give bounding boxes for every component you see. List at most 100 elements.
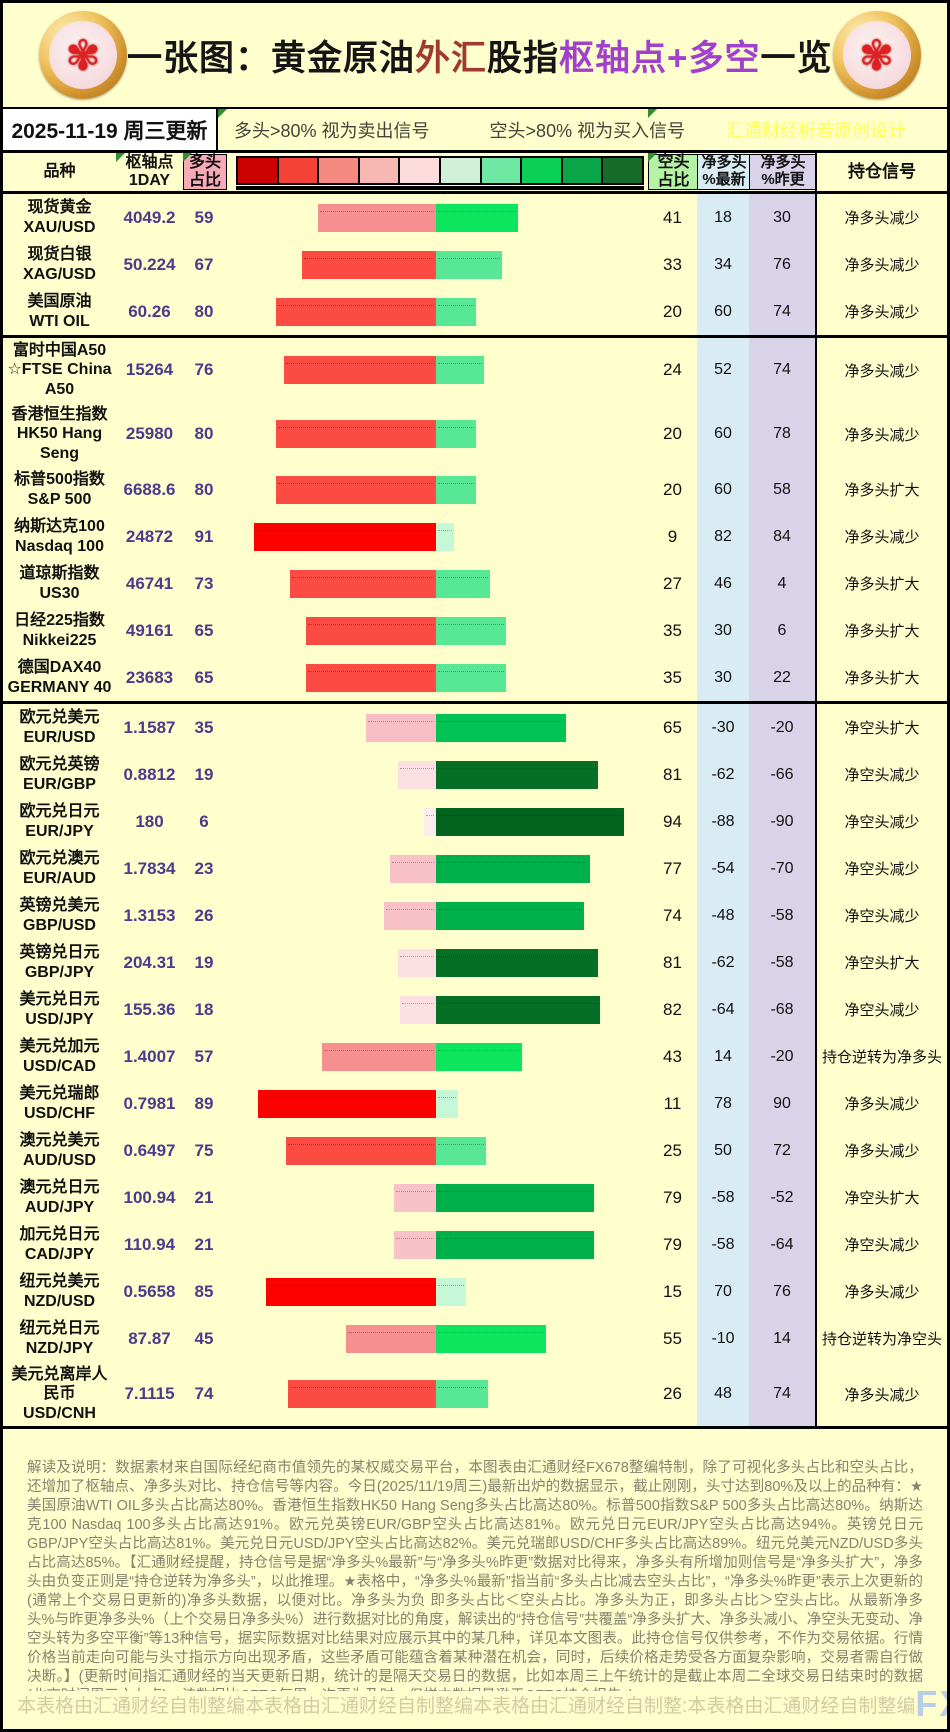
long-pct-value: 6 <box>199 811 209 831</box>
short-bar <box>436 297 476 326</box>
position-signal: 净多头减少 <box>815 338 947 402</box>
net-long-latest: 70 <box>697 1268 749 1315</box>
position-signal: 净多头扩大 <box>815 654 947 701</box>
pivot-value: 0.7981 <box>123 1093 176 1113</box>
table-row: 富时中国A50 ☆FTSE China A50 15264 76 24 52 74 净多头减少 <box>3 338 947 402</box>
table-row: 纽元兑日元 NZD/JPY 87.87 45 55 -10 14 持仓逆转为净空头 <box>3 1315 947 1362</box>
short-pct-value: 27 <box>663 573 682 593</box>
table-row: 德国DAX40 GERMANY 40 23683 65 35 30 22 净多头扩大 <box>3 654 947 701</box>
short-bar <box>436 1042 522 1071</box>
net-long-latest: -88 <box>697 798 749 845</box>
short-pct-value: 11 <box>663 1093 682 1113</box>
corner-mark-icon <box>648 153 657 162</box>
long-bar <box>286 1136 436 1165</box>
short-bar <box>436 569 490 598</box>
short-bar <box>436 713 566 742</box>
position-signal: 净多头减少 <box>815 513 947 560</box>
column-header-row: 品种 枢轴点 1DAY 多头 占比 空头 占比 净多头 %最新 净多头 %昨更 … <box>3 153 947 194</box>
short-bar <box>436 760 598 789</box>
product-cell: 标普500指数 S&P 500 <box>14 471 105 508</box>
data-table-body: 现货黄金 XAU/USD 4049.2 59 41 18 30 净多头减少 现货白银 XAG/US… <box>3 194 947 1429</box>
pivot-value: 1.4007 <box>123 1046 176 1066</box>
color-scale-legend <box>236 156 644 185</box>
legend-swatch <box>479 156 523 185</box>
pivot-value: 60.26 <box>128 301 171 321</box>
flower-icon: ✾ <box>65 31 101 79</box>
short-bar <box>436 1230 594 1259</box>
product-cell: 澳元兑美元 AUD/USD <box>19 1132 100 1169</box>
long-short-bar-cell <box>225 338 648 402</box>
pivot-value: 46741 <box>125 573 174 593</box>
position-signal: 净多头扩大 <box>815 560 947 607</box>
long-pct-value: 45 <box>194 1328 214 1348</box>
long-short-bar-cell <box>225 704 648 751</box>
net-long-latest: -58 <box>697 1221 749 1268</box>
long-short-bar-cell <box>225 1268 648 1315</box>
short-pct-value: 15 <box>663 1281 682 1301</box>
net-long-latest: -62 <box>697 751 749 798</box>
net-long-prev: 76 <box>749 1268 815 1315</box>
col-header-product: 品种 <box>43 163 76 181</box>
legend-swatch <box>317 156 360 185</box>
short-pct-value: 41 <box>663 207 682 227</box>
table-row: 纽元兑美元 NZD/USD 0.5658 85 15 70 76 净多头减少 <box>3 1268 947 1315</box>
long-short-bar-cell <box>225 466 648 513</box>
long-pct-value: 80 <box>194 424 214 443</box>
table-credit-watermark: 本表格由汇通财经自制整: <box>473 1695 688 1717</box>
title-segment: 外汇 <box>415 38 488 78</box>
long-short-bar-cell <box>225 288 648 335</box>
short-pct-value: 94 <box>663 811 682 831</box>
pivot-value: 204.31 <box>123 952 176 972</box>
legend-underline <box>236 186 644 190</box>
short-pct-value: 20 <box>663 424 682 443</box>
long-short-bar-cell <box>225 241 648 288</box>
long-pct-value: 23 <box>194 858 214 878</box>
short-pct-value: 20 <box>663 479 682 499</box>
short-pct-value: 77 <box>663 858 682 878</box>
table-credit-watermark: 本表格由汇通财经自制整编 <box>245 1695 474 1717</box>
long-short-bar-cell <box>225 1362 648 1426</box>
pivot-value: 7.1115 <box>124 1384 175 1403</box>
pivot-value: 180 <box>135 811 164 831</box>
short-pct-value: 20 <box>663 301 682 321</box>
product-cell: 现货白银 XAG/USD <box>23 246 96 283</box>
short-pct-value: 35 <box>663 620 682 640</box>
product-cell: 美元兑日元 USD/JPY <box>19 991 100 1028</box>
short-pct-value: 24 <box>663 360 682 379</box>
pivot-value: 24872 <box>125 526 174 546</box>
footer-notes: 解读及说明：数据素材来自国际经纪商市值领先的某权威交易平台，本图表由汇通财经FX… <box>27 1460 923 1691</box>
position-signal: 净多头减少 <box>815 194 947 241</box>
short-pct-value: 81 <box>663 764 682 784</box>
long-short-bar-cell <box>225 798 648 845</box>
table-row: 日经225指数 Nikkei225 49161 65 35 30 6 净多头扩大 <box>3 607 947 654</box>
product-cell: 美元兑加元 USD/CAD <box>19 1038 100 1075</box>
net-long-prev: 4 <box>749 560 815 607</box>
product-cell: 欧元兑英镑 EUR/GBP <box>19 756 100 793</box>
position-signal: 净空头扩大 <box>815 704 947 751</box>
short-pct-value: 43 <box>663 1046 682 1066</box>
fx678-text-logo: FX678 <box>915 1683 947 1724</box>
table-row: 纳斯达克100 Nasdaq 100 24872 91 9 82 84 净多头减少 <box>3 513 947 560</box>
net-long-prev: -70 <box>749 845 815 892</box>
product-cell: 香港恒生指数 HK50 Hang Seng <box>11 406 108 462</box>
long-bar <box>318 203 436 232</box>
long-pct-value: 59 <box>194 207 214 227</box>
short-bar <box>436 420 476 448</box>
net-long-prev: 76 <box>749 241 815 288</box>
long-short-bar-cell <box>225 194 648 241</box>
pivot-value: 50.224 <box>123 254 176 274</box>
long-short-bar-cell <box>225 892 648 939</box>
long-short-bar-cell <box>225 751 648 798</box>
long-short-bar-cell <box>225 607 648 654</box>
short-bar <box>436 948 598 977</box>
long-short-bar-cell <box>225 1033 648 1080</box>
net-long-latest: 60 <box>697 402 749 466</box>
product-cell: 纽元兑日元 NZD/JPY <box>19 1320 100 1357</box>
legend-swatch <box>601 156 644 185</box>
short-bar <box>436 1089 458 1118</box>
product-cell: 英镑兑美元 GBP/USD <box>19 897 100 934</box>
table-row: 英镑兑美元 GBP/USD 1.3153 26 74 -48 -58 净空头减少 <box>3 892 947 939</box>
long-pct-value: 76 <box>194 360 214 379</box>
long-short-bar-cell <box>225 654 648 701</box>
net-long-prev: -20 <box>749 704 815 751</box>
